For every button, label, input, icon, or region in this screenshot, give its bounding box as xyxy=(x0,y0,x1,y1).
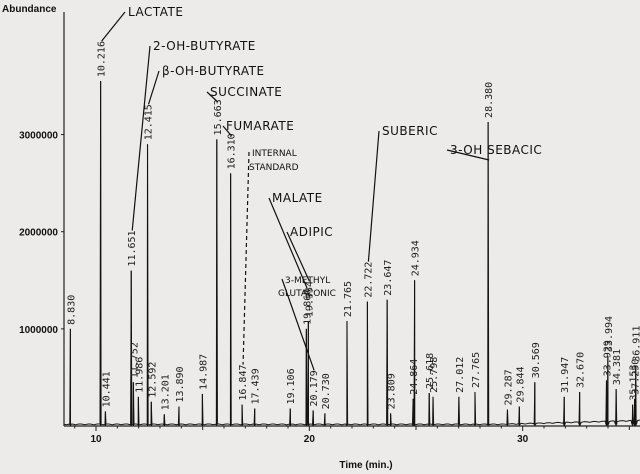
annotation-label: β-OH-BUTYRATE xyxy=(162,64,265,78)
x-tick-label: 10 xyxy=(90,434,102,445)
annotation-pointer xyxy=(147,70,160,105)
peak-label: 27.765 xyxy=(471,352,482,388)
peak-label: 25.618 xyxy=(425,353,436,389)
peak-label: 15.663 xyxy=(213,99,224,135)
y-tick-label: 1000000 xyxy=(19,325,58,336)
peak-label: 24.864 xyxy=(409,359,420,395)
annotation-pointer xyxy=(281,278,315,371)
peak-label: 19.954 xyxy=(304,281,315,317)
peak-label: 10.216 xyxy=(97,41,108,77)
peak-label: 33.929 xyxy=(602,340,613,376)
x-tick-label: 30 xyxy=(517,434,529,445)
peak-label: 19.106 xyxy=(286,368,297,404)
peak-label: 21.765 xyxy=(343,281,354,317)
annotation-label: STANDARD xyxy=(249,163,299,173)
annotation-label: 2-OH-BUTYRATE xyxy=(153,39,256,53)
annotation-label: 3-OH SEBACIC xyxy=(450,143,542,157)
annotation-pointer xyxy=(222,125,233,137)
annotation-pointer xyxy=(101,11,126,42)
peak-label: 36.911 xyxy=(632,326,640,362)
x-tick-label: 20 xyxy=(304,434,316,445)
x-axis-label: Time (min.) xyxy=(339,460,392,471)
peak-label: 11.986 xyxy=(134,357,145,393)
peak-label: 31.947 xyxy=(560,357,571,393)
peak-label: 22.722 xyxy=(363,262,374,298)
y-tick-label: 2000000 xyxy=(19,228,58,239)
peak-label: 37.250 xyxy=(631,359,640,395)
annotation-pointer xyxy=(286,231,310,282)
annotation-pointer xyxy=(206,91,219,103)
trace-group xyxy=(63,81,640,427)
peak-label: 23.647 xyxy=(383,260,394,296)
peak-label: 16.847 xyxy=(238,365,249,401)
peak-label: 32.670 xyxy=(576,352,587,388)
annotation-label: ADIPIC xyxy=(290,225,333,239)
peak-label: 13.890 xyxy=(175,366,186,402)
chromatogram-trace xyxy=(63,81,640,427)
peak-label: 30.569 xyxy=(531,342,542,378)
y-tick-label: 3000000 xyxy=(19,131,58,142)
peak-label: 10.441 xyxy=(101,371,112,407)
y-axis-label: Abundance xyxy=(2,4,57,15)
peak-label: 20.730 xyxy=(321,373,332,409)
peak-label: 34.381 xyxy=(612,349,623,385)
peak-label: 27.012 xyxy=(455,357,466,393)
peak-label: 13.201 xyxy=(160,374,171,410)
annotation-pointer xyxy=(131,45,151,231)
annotation-pointer xyxy=(367,130,380,262)
peak-label: 12.592 xyxy=(147,362,158,398)
peak-label: 17.439 xyxy=(251,368,262,404)
annotation-label: GLUTACONIC xyxy=(278,289,336,299)
peak-label: 8.830 xyxy=(66,295,77,325)
peak-label: 33.994 xyxy=(604,316,615,352)
peak-label: 11.752 xyxy=(129,342,140,378)
peak-label: 19.860 xyxy=(302,289,313,325)
peak-label: 28.380 xyxy=(484,82,495,118)
annotation-label: INTERNAL xyxy=(252,149,297,159)
peak-label: 12.415 xyxy=(144,104,155,140)
annotation-label: FUMARATE xyxy=(226,119,294,133)
peak-label: 25.798 xyxy=(429,357,440,393)
peak-label: 29.844 xyxy=(515,366,526,402)
annotation-label: 3-METHYL xyxy=(285,276,330,286)
annotation-pointer xyxy=(268,197,308,290)
annotation-label: LACTATE xyxy=(128,5,183,19)
peak-label: 35.153 xyxy=(629,365,640,401)
annotation-pointer xyxy=(446,149,490,161)
annotation-label: MALATE xyxy=(272,191,323,205)
peak-label: 14.987 xyxy=(198,354,209,390)
peak-label: 20.179 xyxy=(309,370,320,406)
annotations: LACTATE 2-OH-BUTYRATE β-OH-BUTYRATE SUCCINA… xyxy=(101,5,542,371)
annotation-label: SUBERIC xyxy=(382,124,438,138)
axes: Abundance 1000000 2000000 3000000 10 20 30 Time… xyxy=(2,4,640,471)
peak-label: 24.934 xyxy=(411,240,422,276)
annotation-pointer xyxy=(242,151,250,365)
peak-label: 16.310 xyxy=(227,133,238,169)
peak-label: 29.287 xyxy=(503,369,514,405)
peak-label: 11.651 xyxy=(127,230,138,266)
peak-label: 23.809 xyxy=(387,373,398,409)
annotation-label: SUCCINATE xyxy=(210,85,282,99)
